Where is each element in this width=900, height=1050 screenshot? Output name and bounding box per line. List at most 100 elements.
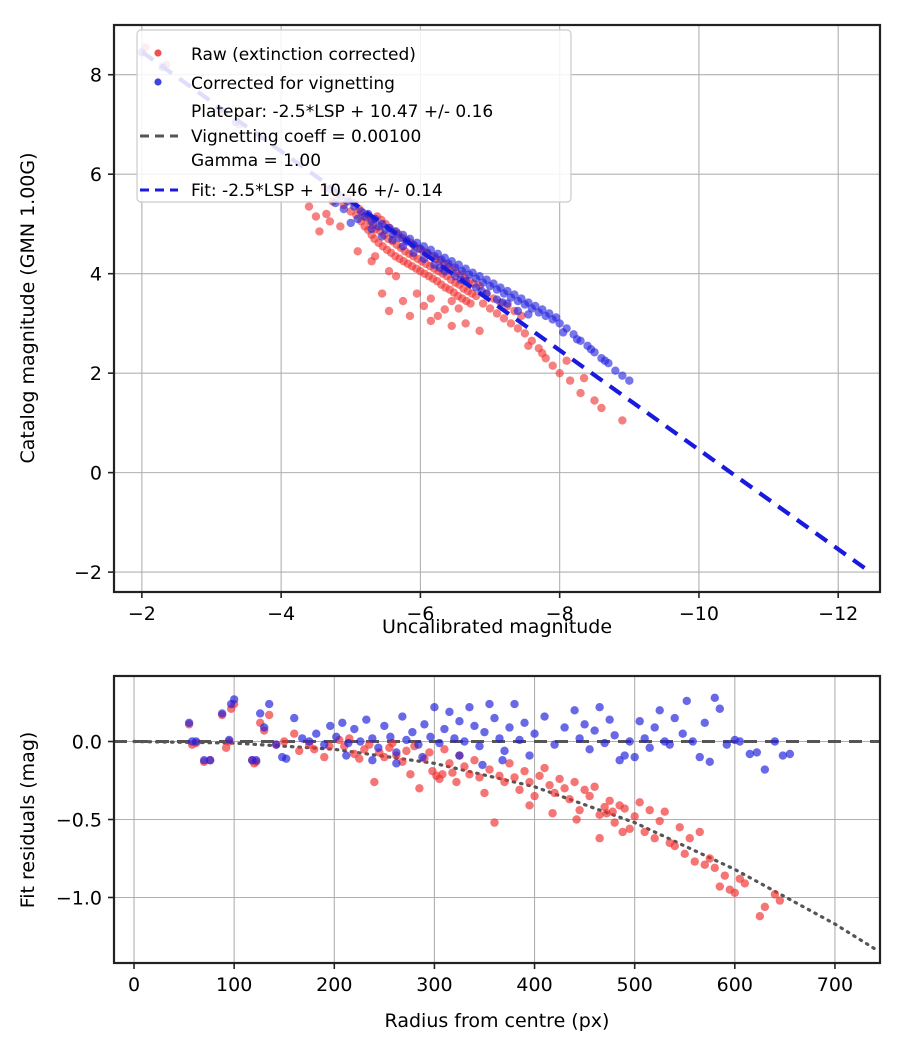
residual-point [420,720,429,729]
scatter-point [562,356,571,365]
residual-point [650,723,659,732]
residual-point [545,780,554,790]
residual-point [630,812,639,821]
scatter-point [433,311,443,321]
residual-point [500,777,509,787]
residual-point [408,727,417,737]
top-panel-frame [112,23,882,594]
residual-point [312,729,321,738]
residual-point [585,791,594,801]
residual-point [440,745,449,754]
x-tick-label: −6 [406,603,434,625]
residual-point [265,710,274,720]
residual-point [500,746,509,756]
scatter-point [461,319,470,328]
residual-point [778,751,788,760]
residual-point [368,734,377,743]
residual-point [580,720,589,729]
residual-point [380,721,389,731]
top-panel-x-axis-label: Uncalibrated magnitude [382,616,612,638]
legend-label-fit: Fit: -2.5*LSP + 10.46 +/- 0.14 [191,181,443,201]
residual-point [445,707,454,717]
residual-point [290,713,299,723]
magnitude-comparison-panel: −2 −4 −6 −8 −10 −12 −2 0 2 4 6 8 Uncalibrated magni… [17,23,882,638]
residual-point [660,807,669,816]
legend-label-corrected: Corrected for vignetting [191,74,395,94]
residual-point [640,827,649,837]
residual-point [550,740,559,749]
residual-point [635,717,644,726]
residual-point [770,890,780,899]
residual-point [402,735,411,745]
residual-point [380,752,389,762]
plot-legend[interactable]: Raw (extinction corrected) Corrected for… [136,29,572,203]
residual-point [525,801,534,810]
residual-point [332,732,341,742]
scatter-point [513,306,523,316]
residual-point [478,760,487,770]
residual-point [320,740,329,749]
residual-point [515,785,524,795]
scatter-point [555,368,564,378]
residual-point [374,743,383,752]
scatter-point [304,202,314,211]
scatter-point [558,328,568,337]
residual-point [470,756,479,765]
scatter-point [405,311,415,321]
legend-marker-corrected-icon [154,78,162,86]
scatter-point [325,217,335,226]
residual-point [590,782,599,791]
residual-point [320,752,329,762]
scatter-point [524,341,533,350]
residual-point [595,810,604,820]
scatter-point [492,309,502,318]
residual-point [585,745,594,754]
residual-point [438,770,447,779]
residual-point [700,718,709,727]
x-tick-label: 400 [516,974,552,996]
residual-point [480,788,489,798]
scatter-point [565,376,575,385]
residual-point [525,751,534,760]
residual-point [695,827,704,837]
residual-point [370,777,379,787]
residual-point [595,834,604,843]
scatter-point [353,214,362,224]
residual-point [572,815,581,824]
residual-point [740,879,750,888]
residual-point [338,718,347,727]
scatter-point [377,232,387,241]
x-tick-label: −10 [679,603,719,625]
residual-point [605,715,614,724]
residual-point [525,777,534,787]
scatter-point [322,209,331,219]
bottom-panel-ticks: 0 100 200 300 400 500 600 700 0.0 −0.5 −1.0 [56,732,853,996]
residual-point [630,752,639,762]
residual-point [548,809,557,818]
bottom-panel-scatter-points [184,693,795,921]
scatter-point [454,260,463,269]
scatter-point [339,204,348,214]
residual-point [688,737,697,746]
scatter-point [482,275,491,284]
residual-point [470,721,479,731]
residual-point [735,737,745,746]
residual-point [685,834,694,843]
residual-point [310,745,319,754]
y-tick-label: 0.0 [72,732,102,754]
residual-point [455,717,464,726]
x-tick-label: 700 [817,974,853,996]
residual-point [620,751,629,760]
residual-point [224,735,234,745]
residual-point [520,718,529,727]
scatter-point [548,361,557,370]
residual-point [368,756,377,765]
scatter-point [377,289,387,298]
scatter-point [485,304,495,313]
scatter-point [572,335,582,344]
residual-point [645,805,654,815]
residual-point [722,740,731,749]
y-tick-label: 6 [90,164,102,186]
residual-point [785,749,795,759]
scatter-point [538,349,547,358]
